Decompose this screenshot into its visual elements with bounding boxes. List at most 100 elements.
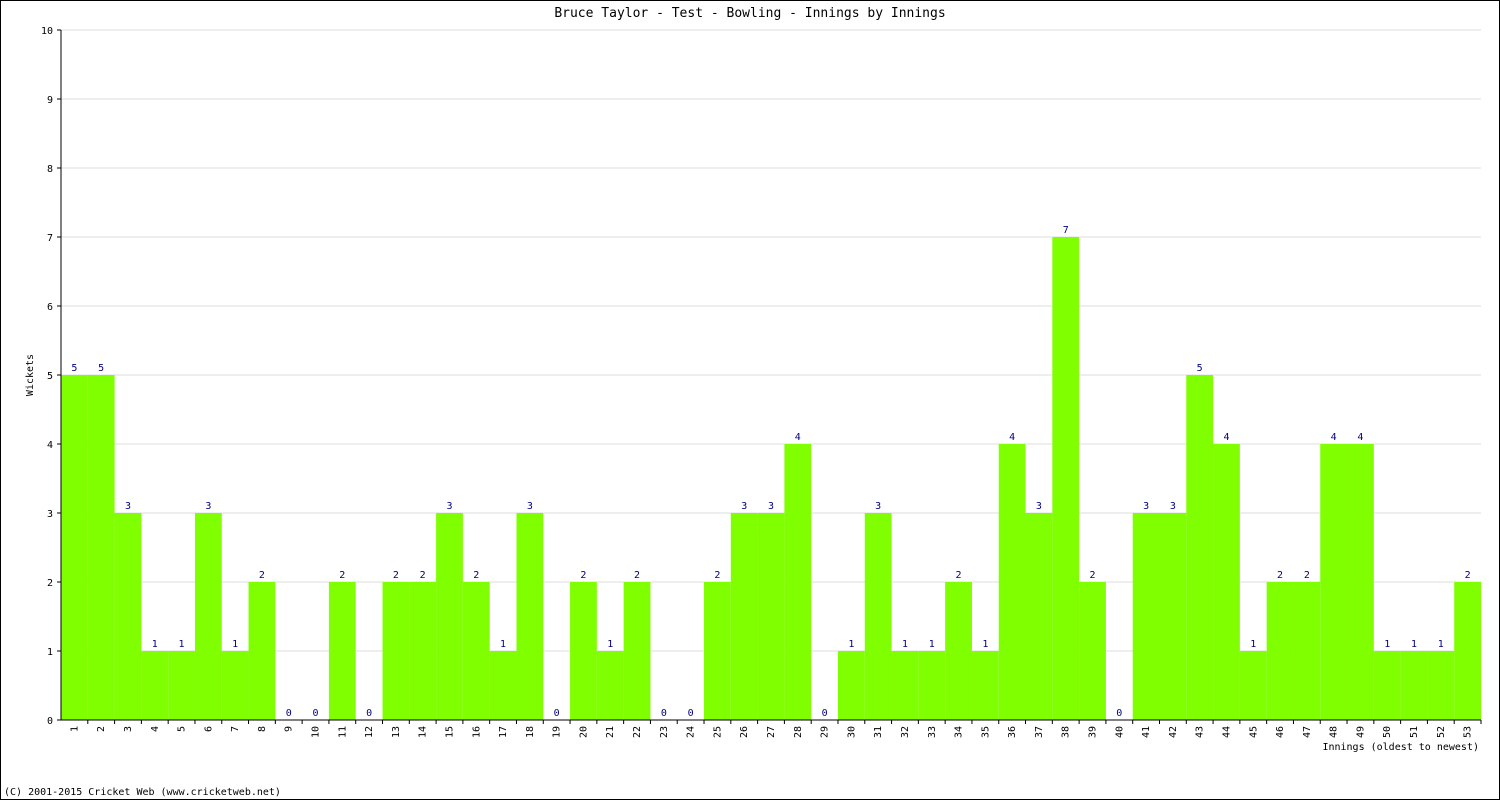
- bar: [1320, 444, 1348, 720]
- x-tick-label: 41: [1141, 726, 1152, 738]
- x-tick-label: 45: [1248, 726, 1259, 738]
- bar: [1293, 582, 1321, 720]
- x-tick-label: 19: [552, 726, 563, 738]
- bar: [114, 513, 142, 720]
- footer: (C) 2001-2015 Cricket Web (www.cricketwe…: [4, 787, 281, 798]
- data-label: 0: [313, 708, 319, 719]
- y-tick-label: 5: [47, 371, 53, 382]
- bar: [1427, 651, 1455, 720]
- data-label: 1: [1411, 639, 1417, 650]
- y-axis-title: Wickets: [25, 354, 36, 396]
- x-tick-label: 42: [1168, 726, 1179, 738]
- bar: [61, 375, 88, 720]
- data-label: 2: [956, 570, 962, 581]
- bar: [945, 582, 972, 720]
- data-label: 1: [152, 639, 158, 650]
- x-tick-label: 51: [1409, 726, 1420, 738]
- x-tick-label: 44: [1221, 726, 1232, 738]
- x-tick-label: 20: [578, 726, 589, 738]
- x-tick-label: 25: [712, 726, 723, 738]
- data-label: 4: [795, 432, 801, 443]
- x-tick-label: 4: [150, 726, 161, 732]
- data-label: 0: [554, 708, 560, 719]
- data-label: 3: [527, 501, 533, 512]
- x-tick-label: 39: [1088, 726, 1099, 738]
- bar: [516, 513, 544, 720]
- x-tick-label: 35: [980, 726, 991, 738]
- x-axis-title: Innings (oldest to newest): [1322, 742, 1479, 753]
- bar: [918, 651, 946, 720]
- data-label: 2: [393, 570, 399, 581]
- bar: [1400, 651, 1428, 720]
- y-tick-label: 6: [47, 302, 53, 313]
- x-tick-label: 46: [1275, 726, 1286, 738]
- y-tick-label: 10: [41, 26, 53, 37]
- bar: [891, 651, 919, 720]
- bar: [1239, 651, 1267, 720]
- data-label: 2: [580, 570, 586, 581]
- bar: [462, 582, 490, 720]
- data-label: 1: [1438, 639, 1444, 650]
- x-tick-label: 52: [1436, 726, 1447, 738]
- x-tick-label: 33: [927, 726, 938, 738]
- x-tick-label: 28: [793, 726, 804, 738]
- data-label: 0: [1116, 708, 1122, 719]
- bar: [623, 582, 651, 720]
- y-tick-label: 7: [47, 233, 53, 244]
- bar: [194, 513, 222, 720]
- data-label: 1: [500, 639, 506, 650]
- x-tick-label: 3: [123, 726, 134, 732]
- data-label: 3: [446, 501, 452, 512]
- data-label: 4: [1357, 432, 1363, 443]
- bar: [704, 582, 731, 720]
- bar: [1347, 444, 1374, 720]
- bar: [1373, 651, 1401, 720]
- bar: [730, 513, 758, 720]
- x-tick-label: 13: [391, 726, 402, 738]
- chart-title: Bruce Taylor - Test - Bowling - Innings …: [554, 6, 945, 21]
- x-tick-label: 37: [1034, 726, 1045, 738]
- data-label: 2: [1277, 570, 1283, 581]
- x-tick-label: 30: [846, 726, 857, 738]
- data-label: 1: [1250, 639, 1256, 650]
- data-label: 0: [688, 708, 694, 719]
- data-label: 3: [741, 501, 747, 512]
- bar: [87, 375, 115, 720]
- bar: [1454, 582, 1481, 720]
- x-tick-label: 17: [498, 726, 509, 738]
- data-label: 2: [1465, 570, 1471, 581]
- data-label: 4: [1009, 432, 1015, 443]
- bar: [248, 582, 276, 720]
- bar: [489, 651, 517, 720]
- data-label: 4: [1331, 432, 1337, 443]
- bar: [998, 444, 1026, 720]
- y-tick-label: 8: [47, 164, 53, 175]
- x-tick-label: 18: [525, 726, 536, 738]
- data-label: 3: [768, 501, 774, 512]
- data-label: 3: [205, 501, 211, 512]
- bar: [221, 651, 249, 720]
- bar: [1079, 582, 1106, 720]
- bar: [436, 513, 463, 720]
- data-label: 3: [1170, 501, 1176, 512]
- data-label: 0: [366, 708, 372, 719]
- bar: [141, 651, 169, 720]
- x-tick-label: 36: [1007, 726, 1018, 738]
- x-tick-label: 50: [1382, 726, 1393, 738]
- x-tick-label: 10: [311, 726, 322, 738]
- bar: [1025, 513, 1053, 720]
- bar: [570, 582, 597, 720]
- x-tick-label: 1: [69, 726, 80, 732]
- bar: [409, 582, 437, 720]
- data-label: 4: [1223, 432, 1229, 443]
- bar: [1052, 237, 1080, 720]
- x-tick-label: 29: [820, 726, 831, 738]
- data-label: 2: [339, 570, 345, 581]
- x-tick-label: 22: [632, 726, 643, 738]
- x-tick-label: 32: [900, 726, 911, 738]
- bar: [1186, 375, 1214, 720]
- data-label: 1: [929, 639, 935, 650]
- data-label: 3: [875, 501, 881, 512]
- data-label: 1: [982, 639, 988, 650]
- x-tick-label: 16: [471, 726, 482, 738]
